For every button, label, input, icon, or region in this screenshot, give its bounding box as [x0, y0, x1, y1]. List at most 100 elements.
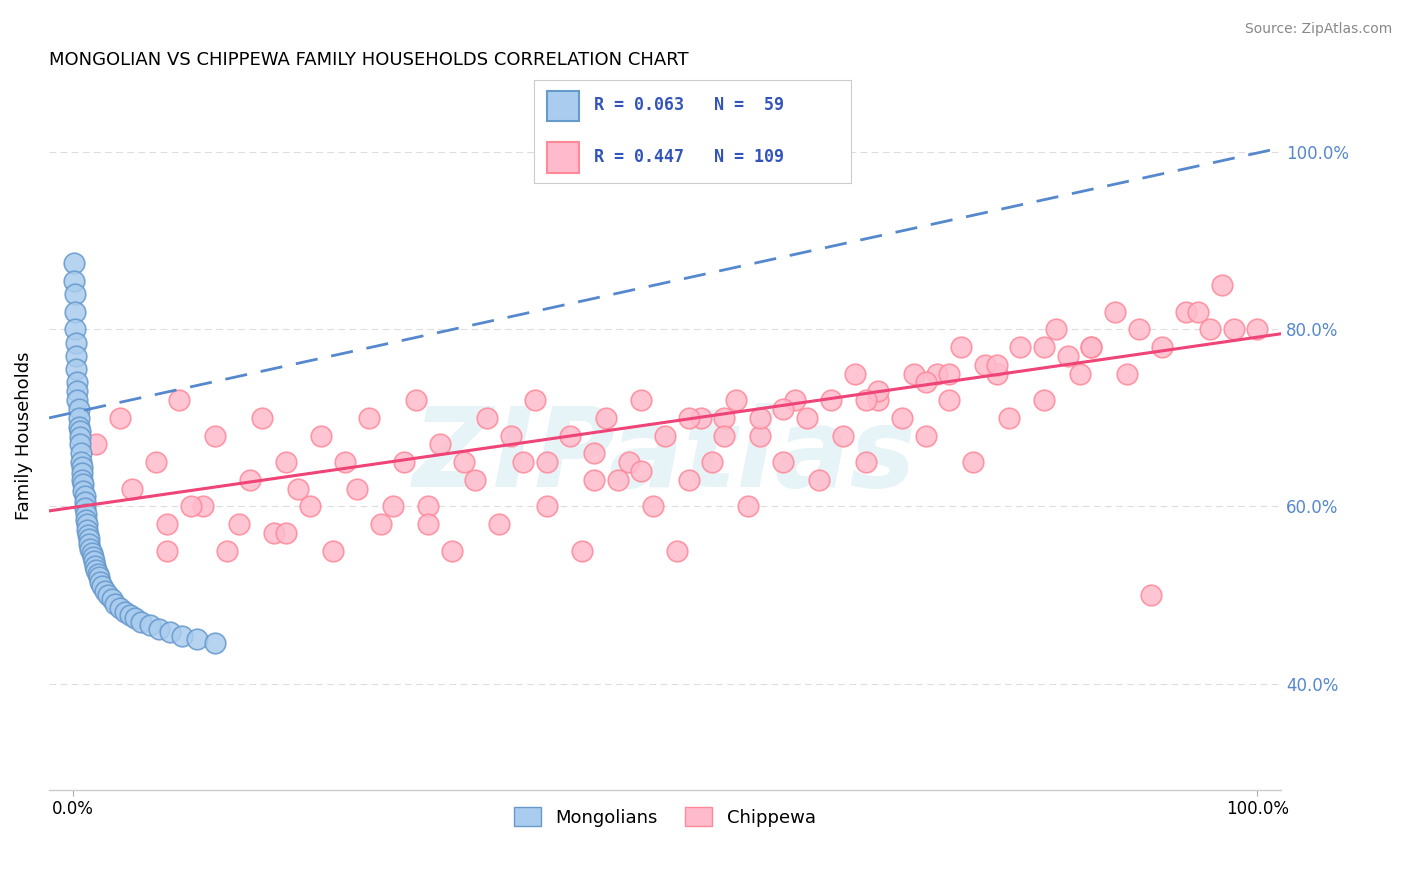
Point: [70, 455, 93, 469]
Point: [77, 528, 100, 542]
Point: [394, 455, 416, 469]
Point: [1222, 322, 1244, 336]
Point: [100, 592, 122, 607]
Point: [523, 393, 546, 408]
Point: [69, 437, 91, 451]
Point: [416, 517, 439, 532]
Point: [1033, 340, 1056, 354]
Point: [938, 367, 960, 381]
Point: [131, 615, 153, 629]
Point: [145, 455, 167, 469]
Point: [903, 367, 925, 381]
Point: [1152, 340, 1174, 354]
Point: [186, 632, 208, 647]
Point: [582, 473, 605, 487]
FancyBboxPatch shape: [547, 91, 579, 121]
Point: [63, 256, 86, 270]
Point: [654, 428, 676, 442]
Point: [114, 605, 136, 619]
Point: [89, 574, 111, 589]
Point: [76, 517, 98, 532]
Point: [138, 618, 160, 632]
Point: [69, 430, 91, 444]
Point: [1010, 340, 1032, 354]
Point: [737, 500, 759, 514]
Point: [63, 322, 86, 336]
Point: [77, 537, 100, 551]
Point: [204, 636, 226, 650]
Point: [86, 437, 108, 451]
Point: [287, 482, 309, 496]
Point: [67, 411, 90, 425]
Point: [890, 411, 912, 425]
Point: [86, 566, 108, 581]
Point: [274, 526, 297, 541]
Point: [997, 411, 1019, 425]
Point: [77, 533, 100, 547]
Point: [713, 428, 735, 442]
Point: [239, 473, 262, 487]
Point: [665, 543, 688, 558]
Point: [464, 473, 486, 487]
Point: [986, 367, 1008, 381]
Point: [84, 558, 107, 573]
Point: [1116, 367, 1139, 381]
Point: [65, 335, 87, 350]
Point: [831, 428, 853, 442]
Point: [70, 459, 93, 474]
Point: [820, 393, 842, 408]
Point: [1175, 304, 1198, 318]
Point: [536, 455, 558, 469]
Point: [63, 274, 86, 288]
Point: [453, 455, 475, 469]
Point: [713, 411, 735, 425]
Point: [416, 500, 439, 514]
Point: [80, 545, 103, 559]
Point: [311, 428, 333, 442]
Point: [70, 466, 93, 480]
Point: [228, 517, 250, 532]
Point: [66, 384, 89, 399]
Point: [357, 411, 380, 425]
Point: [93, 583, 115, 598]
Point: [807, 473, 830, 487]
Point: [67, 419, 90, 434]
Point: [191, 500, 214, 514]
Point: [630, 393, 652, 408]
Point: [97, 588, 120, 602]
Point: [1080, 340, 1102, 354]
Point: [73, 501, 96, 516]
Point: [204, 428, 226, 442]
Point: [72, 483, 94, 498]
Point: [1056, 349, 1078, 363]
Point: [66, 376, 89, 390]
Point: [1045, 322, 1067, 336]
Point: [725, 393, 748, 408]
Point: [855, 455, 877, 469]
Point: [868, 393, 890, 408]
Point: [914, 428, 936, 442]
Point: [678, 473, 700, 487]
Point: [75, 513, 97, 527]
Point: [1246, 322, 1268, 336]
Point: [938, 393, 960, 408]
Point: [118, 607, 141, 622]
Point: [148, 622, 170, 636]
Point: [82, 549, 104, 564]
Point: [1128, 322, 1150, 336]
Point: [488, 517, 510, 532]
Point: [1211, 278, 1233, 293]
Point: [63, 287, 86, 301]
Text: R = 0.447   N = 109: R = 0.447 N = 109: [595, 148, 785, 166]
Point: [67, 402, 90, 417]
Point: [1080, 340, 1102, 354]
Point: [536, 500, 558, 514]
Point: [72, 477, 94, 491]
Legend: Mongolians, Chippewa: Mongolians, Chippewa: [508, 800, 823, 834]
Point: [322, 543, 344, 558]
Point: [606, 473, 628, 487]
Text: R = 0.063   N =  59: R = 0.063 N = 59: [595, 96, 785, 114]
Point: [298, 500, 321, 514]
Point: [748, 428, 770, 442]
Point: [263, 526, 285, 541]
